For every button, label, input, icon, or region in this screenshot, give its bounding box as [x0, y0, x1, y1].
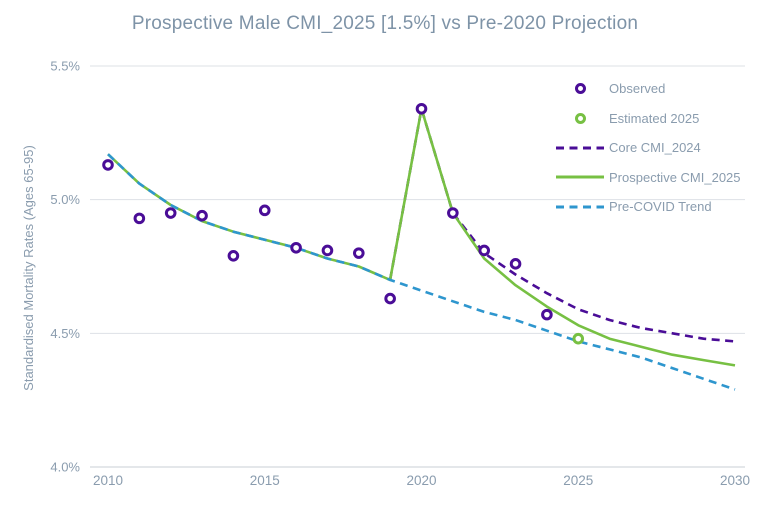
data-point-observed [384, 292, 396, 305]
y-tick-label: 4.0% [50, 460, 80, 475]
legend-label: Prospective CMI_2025 [609, 169, 741, 185]
legend-label: Observed [609, 81, 666, 97]
x-tick-label: 2015 [250, 473, 280, 488]
chart-legend: Observed Estimated 2025 Core CMI_2024 Prosp… [545, 74, 741, 222]
data-point-observed [227, 250, 240, 262]
x-tick-label: 2025 [563, 473, 593, 488]
legend-line-icon [545, 144, 604, 152]
legend-item-core-cmi-2024: Core CMI_2024 [545, 133, 741, 163]
legend-item-pre-covid-trend: Pre-COVID Trend [545, 192, 741, 222]
x-tick-label: 2030 [720, 473, 750, 488]
y-tick-label: 4.5% [50, 326, 80, 341]
legend-ring-icon [545, 112, 604, 125]
data-point-observed [196, 209, 208, 222]
legend-line-icon [545, 203, 604, 211]
data-point-observed [353, 247, 365, 259]
chart-title: Prospective Male CMI_2025 [1.5%] vs Pre-… [131, 13, 639, 34]
x-tick-label: 2020 [406, 473, 436, 488]
x-tick-label: 2010 [93, 473, 123, 488]
data-point-observed [509, 258, 522, 270]
legend-label: Core CMI_2024 [609, 140, 701, 156]
data-point-observed [290, 241, 302, 254]
data-point-observed [258, 204, 271, 217]
y-tick-label: 5.0% [50, 192, 80, 207]
legend-item-prospective-cmi-2025: Prospective CMI_2025 [545, 163, 741, 193]
data-point-observed [415, 102, 428, 115]
legend-ring-icon [545, 82, 604, 95]
series-line-core-cmi-2024 [388, 107, 736, 343]
data-point-observed [447, 207, 459, 219]
legend-label: Pre-COVID Trend [609, 199, 712, 215]
data-point-observed [102, 159, 114, 171]
y-tick-label: 5.5% [50, 59, 80, 74]
data-point-observed [133, 212, 146, 225]
data-point-observed [478, 244, 491, 257]
data-point-observed [541, 308, 553, 321]
data-point-estimated-2025 [572, 332, 585, 345]
series-line-pre-covid-trend [107, 153, 736, 391]
data-point-observed [321, 244, 334, 257]
legend-item-observed: Observed [545, 74, 741, 104]
legend-item-estimated-2025: Estimated 2025 [545, 104, 741, 134]
legend-line-icon [545, 173, 604, 181]
legend-label: Estimated 2025 [609, 110, 700, 126]
data-point-observed [164, 207, 177, 219]
